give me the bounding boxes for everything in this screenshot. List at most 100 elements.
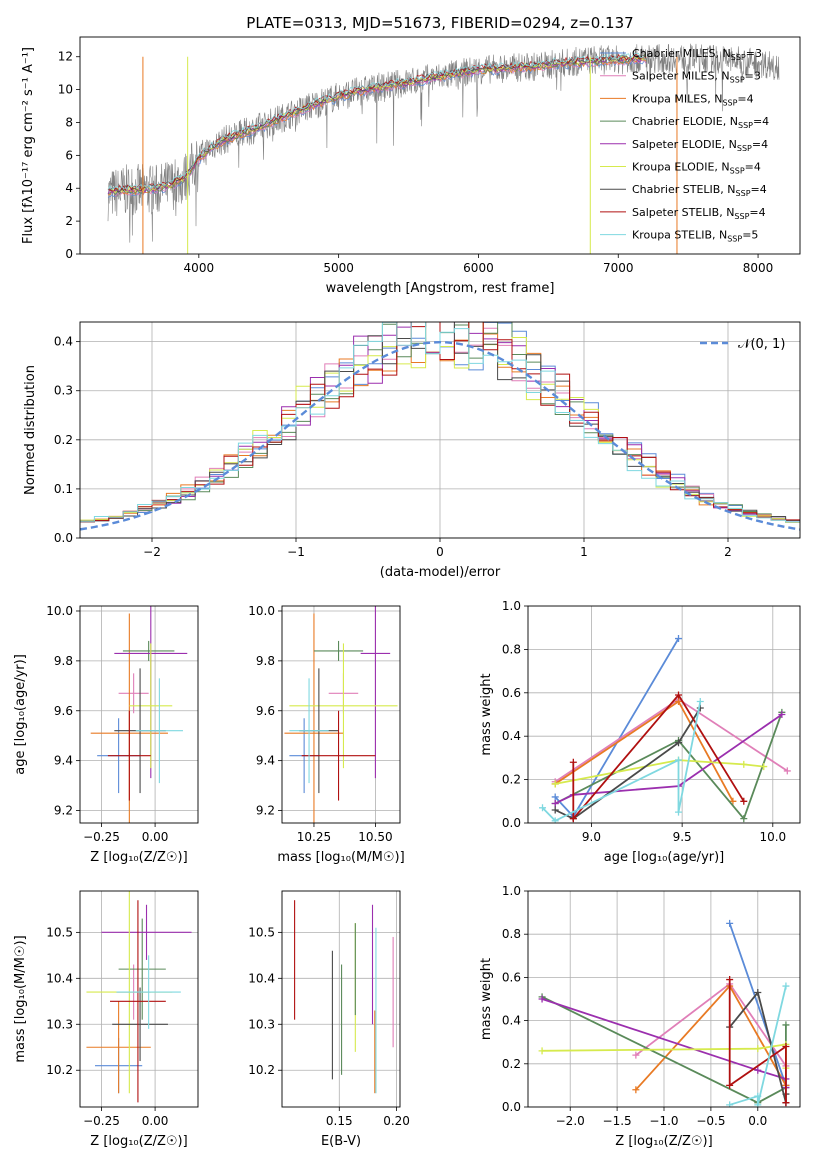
legend-label: 𝒩(0, 1) <box>738 337 785 352</box>
data-point <box>539 804 547 812</box>
y-tick-label: 2 <box>65 214 73 228</box>
x-tick-label: 9.0 <box>582 830 601 844</box>
y-tick-label: 0.0 <box>54 531 73 545</box>
y-tick-label: 10.3 <box>46 1017 73 1031</box>
data-point <box>696 697 704 705</box>
y-tick-label: 4 <box>65 181 73 195</box>
plot-area <box>282 891 400 1107</box>
y-tick-label: 0.2 <box>502 1057 521 1071</box>
panel-residuals: −2 −1 0 1 2 0.0 0.1 0.2 0.3 0.4 (data-model)/error… <box>23 321 801 580</box>
x-tick-label: 9.5 <box>673 830 692 844</box>
series-salpeter-stelib <box>728 979 787 1103</box>
y-tick-label: 0.0 <box>502 816 521 830</box>
y-tick-label: 1.0 <box>502 884 521 898</box>
legend-label: Chabrier ELODIE, NSSP=4 <box>632 115 769 130</box>
data-point <box>632 1086 640 1094</box>
plot-area <box>80 322 800 538</box>
y-tick-label: 0 <box>65 247 73 261</box>
x-tick-label: 5000 <box>323 261 354 275</box>
data-point <box>740 797 748 805</box>
y-tick-label: 0.3 <box>54 384 73 398</box>
x-tick-label: 0 <box>436 545 444 559</box>
y-tick-label: 10.5 <box>46 925 73 939</box>
x-tick-label: −0.25 <box>83 830 120 844</box>
series-salpeter-elodie <box>554 713 783 805</box>
data-point <box>675 691 683 699</box>
axes-frame <box>79 36 801 255</box>
y-tick-label: 0.2 <box>54 433 73 447</box>
panel-weight-vs-age: 9.0 9.5 10.0 0.0 0.2 0.4 0.6 0.8 1.0 age [log₁₀(a… <box>479 599 801 865</box>
axes-frame <box>527 605 801 824</box>
y-tick-label: 10.3 <box>248 1017 275 1031</box>
histogram-kroupa-stelib <box>80 322 800 524</box>
plot-area <box>80 891 198 1107</box>
plot-area <box>80 606 198 823</box>
histogram-chabrier-elodie <box>80 322 800 525</box>
data-point <box>782 1021 790 1029</box>
data-point <box>675 739 683 747</box>
x-axis-label: Z [log₁₀(Z/Z☉)] <box>615 1134 712 1149</box>
data-point <box>538 1047 546 1055</box>
plot-area <box>528 891 800 1107</box>
figure-title: PLATE=0313, MJD=51673, FIBERID=0294, z=0… <box>246 14 633 32</box>
y-tick-label: 0.4 <box>502 729 521 743</box>
series-salpeter-miles <box>554 698 788 783</box>
x-axis-label: Z [log₁₀(Z/Z☉)] <box>90 1134 187 1149</box>
data-point <box>782 982 790 990</box>
y-tick-label: 0.2 <box>502 773 521 787</box>
x-tick-label: −1 <box>287 545 305 559</box>
panel-age-vs-Z: −0.25 0.00 9.2 9.4 9.6 9.8 10.0 Z [log₁₀(Z/Z☉)]… <box>13 604 199 865</box>
legend: Chabrier MILES, NSSP=3 Salpeter MILES, NS… <box>600 47 769 244</box>
legend-label: Kroupa STELIB, NSSP=5 <box>632 229 758 244</box>
axes-frame <box>79 890 199 1108</box>
panel-weight-vs-Z: −2.0 −1.5 −1.0 −0.5 0.0 0.0 0.2 0.4 0.6 0.8 1.0 Z [… <box>479 884 801 1149</box>
data-point <box>754 1101 762 1107</box>
data-point <box>782 1099 790 1107</box>
y-axis-label: Normed distribution <box>23 365 38 495</box>
x-tick-label: 4000 <box>184 261 215 275</box>
y-tick-label: 6 <box>65 148 73 162</box>
y-axis-label: mass [log₁₀(M/M☉)] <box>13 935 28 1062</box>
series-salpeter-stelib <box>572 693 745 822</box>
legend-label: Salpeter ELODIE, NSSP=4 <box>632 138 768 153</box>
x-tick-label: −2 <box>143 545 161 559</box>
y-tick-label: 9.6 <box>256 704 275 718</box>
y-axis-label: Flux [fλ10⁻¹⁷ erg cm⁻² s⁻¹ A⁻¹] <box>21 47 36 244</box>
data-point <box>726 919 734 927</box>
legend-label: Salpeter STELIB, NSSP=4 <box>632 206 766 221</box>
x-tick-label: 0.00 <box>142 830 169 844</box>
plot-area <box>282 606 400 823</box>
model-kroupa-stelib <box>107 52 647 191</box>
panel-mass-vs-ebv: 0.15 0.20 10.2 10.3 10.4 10.5 E(B-V) <box>248 890 410 1149</box>
data-point <box>754 1092 762 1100</box>
model-salpeter-elodie <box>107 55 647 195</box>
y-tick-label: 10.4 <box>46 971 73 985</box>
panel-spectrum: 4000 5000 6000 7000 8000 0 2 4 6 8 10 12 wavelength … <box>21 36 801 296</box>
x-axis-label: (data-model)/error <box>380 565 501 580</box>
axes-frame <box>527 890 801 1108</box>
x-tick-label: −1.5 <box>603 1114 632 1128</box>
histogram-salpeter-elodie <box>80 322 800 525</box>
data-point <box>551 793 559 801</box>
histogram-salpeter-stelib <box>80 322 800 525</box>
data-point <box>675 635 683 643</box>
data-point <box>569 758 577 766</box>
data-point <box>754 1066 762 1074</box>
data-point <box>726 1081 734 1089</box>
plot-area <box>528 606 800 823</box>
data-point <box>740 760 748 768</box>
data-point <box>675 756 683 764</box>
y-axis-label: mass weight <box>479 673 494 755</box>
y-tick-label: 10.5 <box>248 925 275 939</box>
x-axis-label: Z [log₁₀(Z/Z☉)] <box>90 850 187 865</box>
data-point <box>726 976 734 984</box>
legend-label: Kroupa ELODIE, NSSP=4 <box>632 161 761 176</box>
y-tick-label: 9.2 <box>54 804 73 818</box>
y-tick-label: 9.2 <box>256 804 275 818</box>
data-point <box>551 799 559 807</box>
y-tick-label: 0.1 <box>54 482 73 496</box>
normal-curve <box>80 340 800 531</box>
x-tick-label: 10.25 <box>297 830 331 844</box>
x-tick-label: 0.15 <box>326 1114 353 1128</box>
